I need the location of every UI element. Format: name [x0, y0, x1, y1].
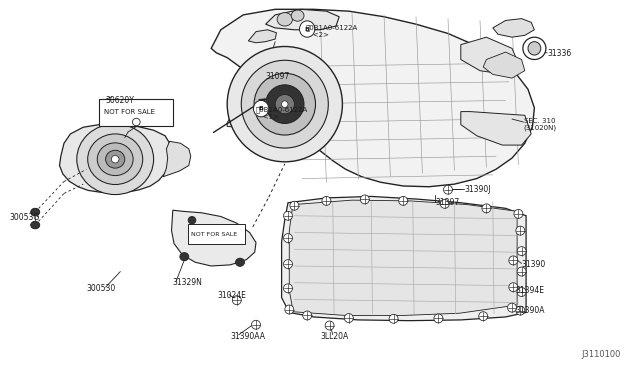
Bar [188, 224, 245, 244]
Ellipse shape [111, 155, 119, 163]
Ellipse shape [291, 10, 304, 21]
Ellipse shape [434, 314, 443, 323]
Polygon shape [266, 9, 339, 30]
Ellipse shape [97, 143, 133, 176]
Ellipse shape [31, 221, 40, 229]
Text: 31390J: 31390J [464, 185, 490, 194]
Ellipse shape [254, 73, 316, 135]
Ellipse shape [508, 303, 516, 312]
Ellipse shape [180, 253, 189, 261]
Text: 31336: 31336 [547, 49, 572, 58]
Ellipse shape [516, 306, 525, 315]
Ellipse shape [479, 312, 488, 321]
Polygon shape [227, 94, 268, 127]
Ellipse shape [285, 305, 294, 314]
Text: NOT FOR SALE: NOT FOR SALE [191, 232, 237, 237]
Bar [99, 99, 173, 126]
Text: 30053G: 30053G [10, 213, 40, 222]
Text: 3LL20A: 3LL20A [320, 332, 348, 341]
Ellipse shape [322, 196, 331, 205]
Polygon shape [282, 196, 526, 321]
Text: 31394E: 31394E [515, 286, 544, 295]
Text: ⑂0B1A0-6122A
   <2>: ⑂0B1A0-6122A <2> [306, 25, 358, 38]
Ellipse shape [88, 134, 143, 185]
Text: 31390AA: 31390AA [230, 332, 266, 341]
Text: 31390: 31390 [522, 260, 546, 269]
Polygon shape [163, 141, 191, 177]
Ellipse shape [303, 311, 312, 320]
Ellipse shape [227, 46, 342, 162]
Text: NOT FOR SALE: NOT FOR SALE [104, 109, 156, 115]
Ellipse shape [300, 21, 315, 37]
Polygon shape [248, 30, 276, 43]
Polygon shape [461, 112, 531, 145]
Ellipse shape [517, 247, 526, 256]
Polygon shape [172, 210, 256, 266]
Text: 31329N: 31329N [173, 278, 203, 287]
Polygon shape [289, 200, 517, 315]
Polygon shape [60, 125, 172, 193]
Ellipse shape [31, 208, 40, 216]
Ellipse shape [284, 284, 292, 293]
Ellipse shape [252, 320, 260, 329]
Ellipse shape [344, 314, 353, 323]
Ellipse shape [106, 150, 125, 168]
Ellipse shape [523, 37, 546, 60]
Polygon shape [461, 37, 518, 74]
Ellipse shape [399, 196, 408, 205]
Ellipse shape [284, 260, 292, 269]
Ellipse shape [514, 209, 523, 218]
Polygon shape [493, 19, 534, 37]
Text: B: B [259, 106, 264, 111]
Ellipse shape [253, 100, 269, 117]
Text: ⑂0B1A0-6122A
   <1>: ⑂0B1A0-6122A <1> [256, 107, 308, 120]
Ellipse shape [284, 211, 292, 220]
Ellipse shape [77, 124, 154, 195]
Ellipse shape [360, 195, 369, 204]
Ellipse shape [266, 85, 304, 124]
Ellipse shape [132, 118, 140, 126]
Ellipse shape [482, 204, 491, 213]
Ellipse shape [284, 234, 292, 243]
Ellipse shape [517, 267, 526, 276]
Ellipse shape [241, 60, 328, 148]
Text: 30620Y: 30620Y [106, 96, 134, 105]
Ellipse shape [236, 258, 244, 266]
Text: 31390A: 31390A [515, 306, 545, 315]
Ellipse shape [528, 42, 541, 55]
Ellipse shape [389, 314, 398, 323]
Text: J3110100: J3110100 [581, 350, 621, 359]
Text: 31024E: 31024E [218, 291, 246, 300]
Ellipse shape [325, 321, 334, 330]
Ellipse shape [282, 101, 288, 108]
Ellipse shape [188, 217, 196, 224]
Ellipse shape [517, 288, 526, 296]
Ellipse shape [509, 256, 518, 265]
Ellipse shape [444, 185, 452, 194]
Ellipse shape [277, 13, 292, 26]
Polygon shape [211, 9, 534, 187]
Ellipse shape [290, 201, 299, 210]
Text: B: B [305, 26, 310, 32]
Ellipse shape [232, 296, 241, 305]
Text: 31397: 31397 [435, 198, 460, 207]
Text: SEC. 310
(31020N): SEC. 310 (31020N) [524, 118, 557, 131]
Polygon shape [483, 52, 525, 78]
Ellipse shape [275, 94, 294, 114]
Ellipse shape [516, 226, 525, 235]
Text: 300530: 300530 [86, 284, 116, 293]
Ellipse shape [440, 199, 449, 208]
Text: 31097: 31097 [266, 72, 290, 81]
Ellipse shape [509, 283, 518, 292]
